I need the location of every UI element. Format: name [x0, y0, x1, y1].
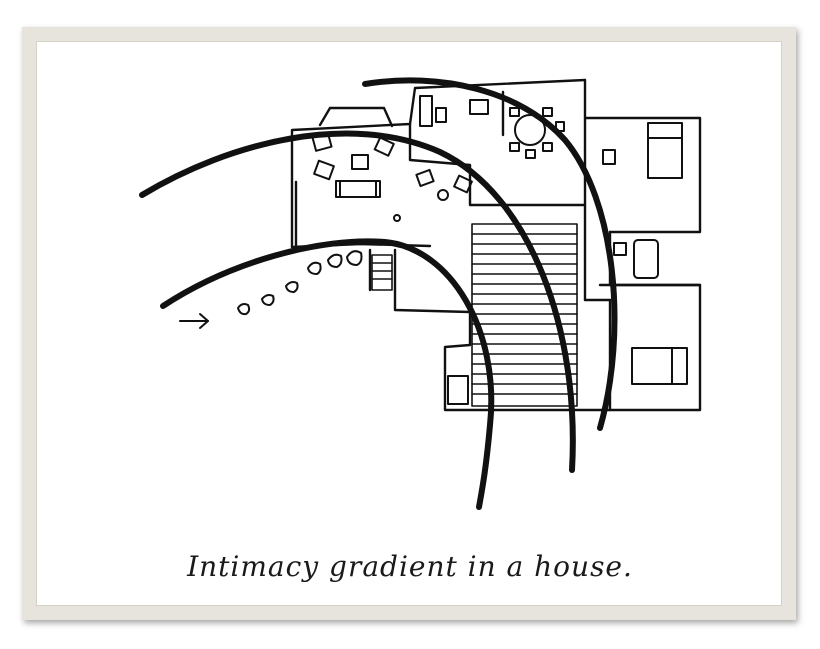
nightstand	[602, 149, 616, 165]
floor-plan-walls	[290, 78, 702, 412]
sofa	[335, 180, 381, 198]
dining-chair	[542, 142, 553, 152]
gradient-arcs	[139, 77, 618, 510]
armchair	[313, 159, 335, 181]
bed	[647, 122, 683, 179]
side-table	[393, 214, 401, 222]
inner-private-arc	[362, 77, 618, 431]
armchair	[351, 154, 369, 170]
armchair	[373, 136, 395, 157]
entry-arrow	[179, 313, 209, 329]
sink	[435, 107, 447, 123]
stepping-stones	[237, 250, 363, 316]
figure-caption: Intimacy gradient in a house.	[187, 550, 633, 583]
dining-chair	[525, 149, 536, 159]
furniture	[311, 95, 688, 405]
south-wall	[443, 310, 612, 412]
bathtub	[633, 239, 659, 279]
bedroom-1-wall	[583, 116, 702, 234]
stove	[469, 99, 489, 115]
toilet	[613, 242, 627, 256]
bedroom-2-wall	[598, 283, 702, 412]
middle-arc	[139, 130, 576, 473]
kitchen-chair	[415, 168, 435, 188]
dining-chair	[509, 142, 520, 152]
bed	[631, 347, 688, 385]
kitchen-chair	[453, 174, 473, 194]
dining-chair	[542, 107, 553, 117]
dining-chair	[509, 107, 520, 117]
outer-public-arc	[160, 238, 495, 510]
stair-hall-wall	[393, 248, 472, 314]
dining-table	[514, 114, 546, 146]
alcove-wall	[318, 106, 394, 128]
bench	[447, 375, 469, 405]
stool	[437, 189, 449, 201]
kitchen-wall	[408, 122, 587, 207]
counter	[419, 95, 433, 127]
